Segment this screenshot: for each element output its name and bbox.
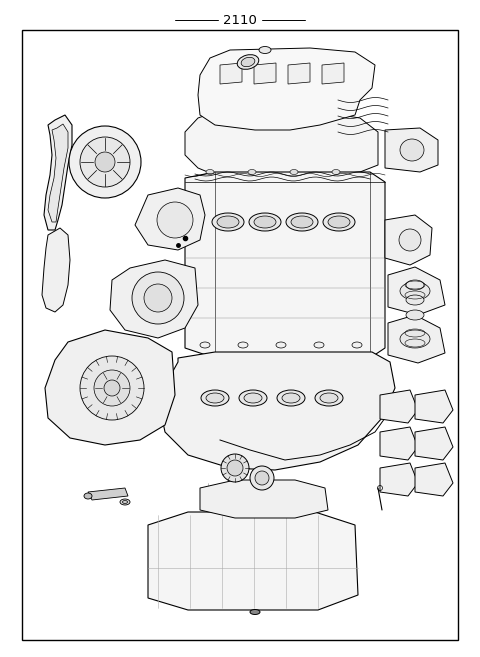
Polygon shape — [148, 512, 358, 610]
Ellipse shape — [239, 390, 267, 406]
Ellipse shape — [200, 342, 210, 348]
Circle shape — [94, 370, 130, 406]
Ellipse shape — [282, 393, 300, 403]
Polygon shape — [380, 463, 418, 496]
Ellipse shape — [400, 330, 430, 348]
Ellipse shape — [250, 610, 260, 614]
Polygon shape — [160, 352, 395, 470]
Ellipse shape — [254, 216, 276, 228]
Ellipse shape — [399, 229, 421, 251]
Ellipse shape — [237, 55, 259, 70]
Polygon shape — [198, 48, 375, 130]
Polygon shape — [185, 172, 385, 358]
Polygon shape — [254, 63, 276, 84]
Polygon shape — [415, 463, 453, 496]
Circle shape — [157, 202, 193, 238]
Polygon shape — [385, 215, 432, 265]
Polygon shape — [388, 315, 445, 363]
Ellipse shape — [201, 390, 229, 406]
Ellipse shape — [406, 280, 424, 290]
Polygon shape — [42, 228, 70, 312]
Polygon shape — [385, 128, 438, 172]
Ellipse shape — [84, 493, 92, 499]
Polygon shape — [380, 390, 418, 423]
Circle shape — [250, 466, 274, 490]
Circle shape — [69, 126, 141, 198]
Polygon shape — [110, 260, 198, 338]
Ellipse shape — [400, 282, 430, 300]
Polygon shape — [388, 267, 445, 315]
Ellipse shape — [406, 295, 424, 305]
Ellipse shape — [206, 393, 224, 403]
Ellipse shape — [291, 216, 313, 228]
Circle shape — [227, 460, 243, 476]
Circle shape — [132, 272, 184, 324]
Ellipse shape — [320, 393, 338, 403]
Polygon shape — [415, 427, 453, 460]
Ellipse shape — [120, 499, 130, 505]
Polygon shape — [220, 63, 242, 84]
Ellipse shape — [238, 342, 248, 348]
Polygon shape — [88, 488, 128, 500]
Circle shape — [255, 471, 269, 485]
Circle shape — [221, 454, 249, 482]
Ellipse shape — [206, 170, 214, 175]
Circle shape — [95, 152, 115, 172]
Polygon shape — [200, 480, 328, 518]
Circle shape — [104, 380, 120, 396]
Polygon shape — [380, 427, 418, 460]
Ellipse shape — [323, 213, 355, 231]
Ellipse shape — [276, 342, 286, 348]
Text: 2110: 2110 — [223, 14, 257, 26]
Ellipse shape — [328, 216, 350, 228]
Polygon shape — [135, 188, 205, 250]
Ellipse shape — [400, 139, 424, 161]
Polygon shape — [48, 124, 68, 222]
Polygon shape — [44, 115, 72, 230]
Ellipse shape — [290, 170, 298, 175]
Ellipse shape — [314, 342, 324, 348]
Ellipse shape — [286, 213, 318, 231]
Circle shape — [80, 137, 130, 187]
Ellipse shape — [248, 170, 256, 175]
Polygon shape — [288, 63, 310, 84]
Ellipse shape — [406, 310, 424, 320]
Ellipse shape — [249, 213, 281, 231]
Ellipse shape — [259, 47, 271, 53]
Ellipse shape — [241, 57, 255, 67]
Polygon shape — [322, 63, 344, 84]
Ellipse shape — [212, 213, 244, 231]
Ellipse shape — [352, 342, 362, 348]
Polygon shape — [415, 390, 453, 423]
Ellipse shape — [217, 216, 239, 228]
Ellipse shape — [244, 393, 262, 403]
Ellipse shape — [332, 170, 340, 175]
Ellipse shape — [122, 501, 128, 503]
Circle shape — [144, 284, 172, 312]
Polygon shape — [185, 112, 378, 175]
Polygon shape — [45, 330, 175, 445]
Ellipse shape — [315, 390, 343, 406]
Circle shape — [80, 356, 144, 420]
Ellipse shape — [277, 390, 305, 406]
